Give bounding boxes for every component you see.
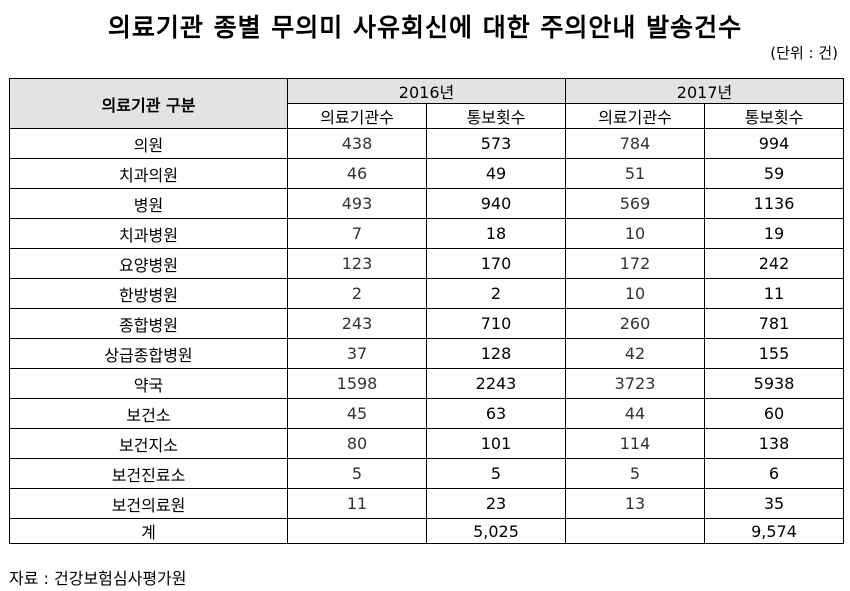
cell: 46 (287, 158, 427, 189)
source-note: 자료 : 건강보험심사평가원 (9, 569, 187, 588)
table-row: 의원 438 573 784 994 (9, 128, 845, 159)
header-sub: 의료기관수 (287, 103, 427, 129)
row-label: 한방병원 (9, 278, 288, 309)
total-2017-notifications: 9,574 (704, 518, 845, 544)
table-row: 보건소 45 63 44 60 (9, 398, 845, 429)
cell (565, 518, 706, 544)
cell: 2 (287, 278, 427, 309)
cell: 172 (565, 248, 706, 279)
table-row: 종합병원 243 710 260 781 (9, 308, 845, 339)
row-label: 상급종합병원 (9, 338, 288, 369)
cell: 80 (287, 428, 427, 459)
cell: 7 (287, 218, 427, 249)
cell: 260 (565, 308, 706, 339)
cell: 13 (565, 488, 706, 519)
cell: 781 (704, 308, 845, 339)
page-title: 의료기관 종별 무의미 사유회신에 대한 주의안내 발송건수 (107, 13, 743, 42)
cell: 60 (704, 398, 845, 429)
cell: 2243 (425, 368, 567, 399)
cell: 710 (425, 308, 567, 339)
table-row: 치과의원 46 49 51 59 (9, 158, 845, 189)
cell: 3723 (565, 368, 706, 399)
cell: 10 (565, 278, 706, 309)
cell: 155 (704, 338, 845, 369)
table-row: 한방병원 2 2 10 11 (9, 278, 845, 309)
cell: 114 (565, 428, 706, 459)
total-2016-notifications: 5,025 (425, 518, 567, 544)
cell: 128 (425, 338, 567, 369)
cell: 438 (287, 128, 427, 159)
cell: 1598 (287, 368, 427, 399)
header-year-2016: 2016년 (286, 78, 567, 104)
table-row: 보건지소 80 101 114 138 (9, 428, 845, 459)
cell: 5 (287, 458, 427, 489)
cell: 18 (425, 218, 567, 249)
cell: 63 (425, 398, 567, 429)
cell: 59 (704, 158, 845, 189)
row-label: 보건의료원 (9, 488, 288, 519)
header-sub: 통보횟수 (425, 103, 567, 129)
unit-label: (단위 : 건) (770, 44, 838, 62)
table-row: 약국 1598 2243 3723 5938 (9, 368, 845, 399)
cell: 6 (704, 458, 845, 489)
cell: 123 (287, 248, 427, 279)
cell: 994 (704, 128, 845, 159)
header-category: 의료기관 구분 (9, 78, 288, 129)
row-label: 치과의원 (9, 158, 288, 189)
table-row: 보건진료소 5 5 5 6 (9, 458, 845, 489)
cell: 10 (565, 218, 706, 249)
row-label: 요양병원 (9, 248, 288, 279)
cell: 1136 (704, 188, 845, 219)
cell: 243 (287, 308, 427, 339)
cell: 784 (565, 128, 706, 159)
cell: 5938 (704, 368, 845, 399)
row-label: 종합병원 (9, 308, 288, 339)
table-row: 치과병원 7 18 10 19 (9, 218, 845, 249)
cell: 51 (565, 158, 706, 189)
cell: 19 (704, 218, 845, 249)
data-table: 의료기관 구분 2016년 2017년 의료기관수 통보횟수 의료기관수 통보횟… (9, 78, 845, 544)
row-label: 보건진료소 (9, 458, 288, 489)
cell: 11 (704, 278, 845, 309)
cell: 45 (287, 398, 427, 429)
cell: 569 (565, 188, 706, 219)
table-row: 요양병원 123 170 172 242 (9, 248, 845, 279)
row-label: 의원 (9, 128, 288, 159)
row-label: 약국 (9, 368, 288, 399)
row-label: 보건소 (9, 398, 288, 429)
cell: 573 (425, 128, 567, 159)
cell: 940 (425, 188, 567, 219)
total-label: 계 (9, 518, 288, 544)
cell: 37 (287, 338, 427, 369)
cell: 138 (704, 428, 845, 459)
row-label: 보건지소 (9, 428, 288, 459)
cell (287, 518, 427, 544)
cell: 49 (425, 158, 567, 189)
table-row: 보건의료원 11 23 13 35 (9, 488, 845, 519)
cell: 23 (425, 488, 567, 519)
row-label: 치과병원 (9, 218, 288, 249)
cell: 2 (425, 278, 567, 309)
cell: 170 (425, 248, 567, 279)
table-row: 병원 493 940 569 1136 (9, 188, 845, 219)
cell: 42 (565, 338, 706, 369)
header-row-sub: 의료기관수 통보횟수 의료기관수 통보횟수 (10, 103, 845, 129)
header-sub: 의료기관수 (565, 103, 706, 129)
cell: 493 (287, 188, 427, 219)
header-year-2017: 2017년 (565, 78, 845, 104)
cell: 11 (287, 488, 427, 519)
cell: 5 (425, 458, 567, 489)
cell: 101 (425, 428, 567, 459)
row-label: 병원 (9, 188, 288, 219)
cell: 44 (565, 398, 706, 429)
header-sub: 통보횟수 (704, 103, 845, 129)
table-row: 상급종합병원 37 128 42 155 (9, 338, 845, 369)
total-row: 계 5,025 9,574 (9, 518, 845, 544)
cell: 35 (704, 488, 845, 519)
cell: 5 (565, 458, 706, 489)
cell: 242 (704, 248, 845, 279)
header-row-years: 의료기관 구분 2016년 2017년 (9, 78, 845, 129)
